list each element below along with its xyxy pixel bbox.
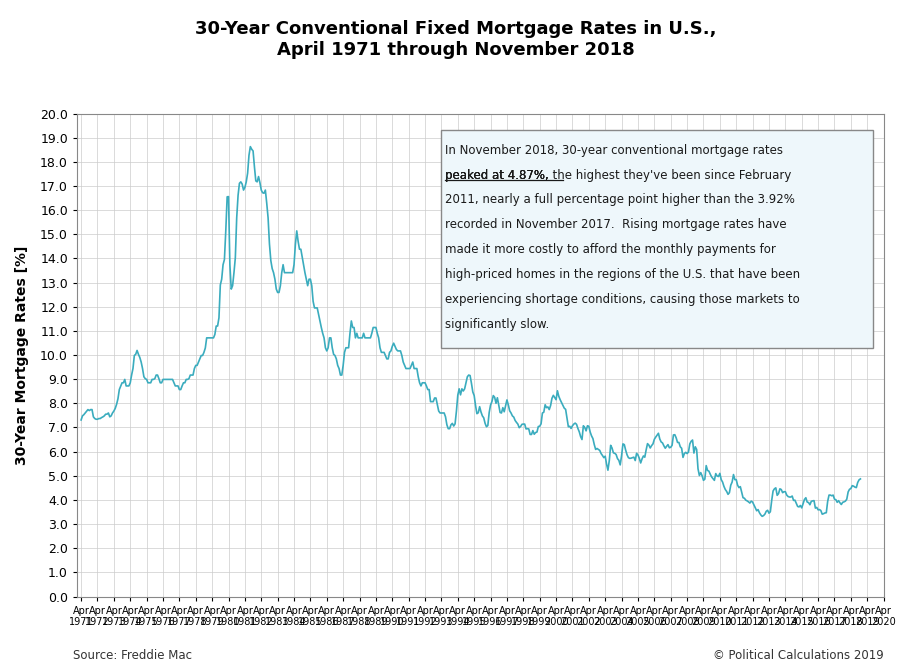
- Text: 2011, nearly a full percentage point higher than the 3.92%: 2011, nearly a full percentage point hig…: [445, 193, 794, 207]
- Text: © Political Calculations 2019: © Political Calculations 2019: [713, 649, 884, 662]
- Text: peaked at 4.87%,: peaked at 4.87%,: [445, 169, 548, 181]
- Text: peaked at 4.87%, the highest they've been since February: peaked at 4.87%, the highest they've bee…: [445, 169, 791, 181]
- Text: experiencing shortage conditions, causing those markets to: experiencing shortage conditions, causin…: [445, 293, 800, 306]
- Text: 30-Year Conventional Fixed Mortgage Rates in U.S.,
April 1971 through November 2: 30-Year Conventional Fixed Mortgage Rate…: [195, 20, 716, 59]
- Text: significantly slow.: significantly slow.: [445, 318, 549, 331]
- Text: recorded in November 2017.  Rising mortgage rates have: recorded in November 2017. Rising mortga…: [445, 218, 786, 231]
- Text: made it more costly to afford the monthly payments for: made it more costly to afford the monthl…: [445, 243, 775, 256]
- Text: Source: Freddie Mac: Source: Freddie Mac: [73, 649, 192, 662]
- Y-axis label: 30-Year Mortgage Rates [%]: 30-Year Mortgage Rates [%]: [15, 246, 29, 465]
- Text: peaked at 4.87%,: peaked at 4.87%,: [445, 169, 548, 181]
- Text: In November 2018, 30-year conventional mortgage rates: In November 2018, 30-year conventional m…: [445, 144, 783, 157]
- FancyBboxPatch shape: [441, 130, 873, 348]
- Text: high-priced homes in the regions of the U.S. that have been: high-priced homes in the regions of the …: [445, 268, 800, 281]
